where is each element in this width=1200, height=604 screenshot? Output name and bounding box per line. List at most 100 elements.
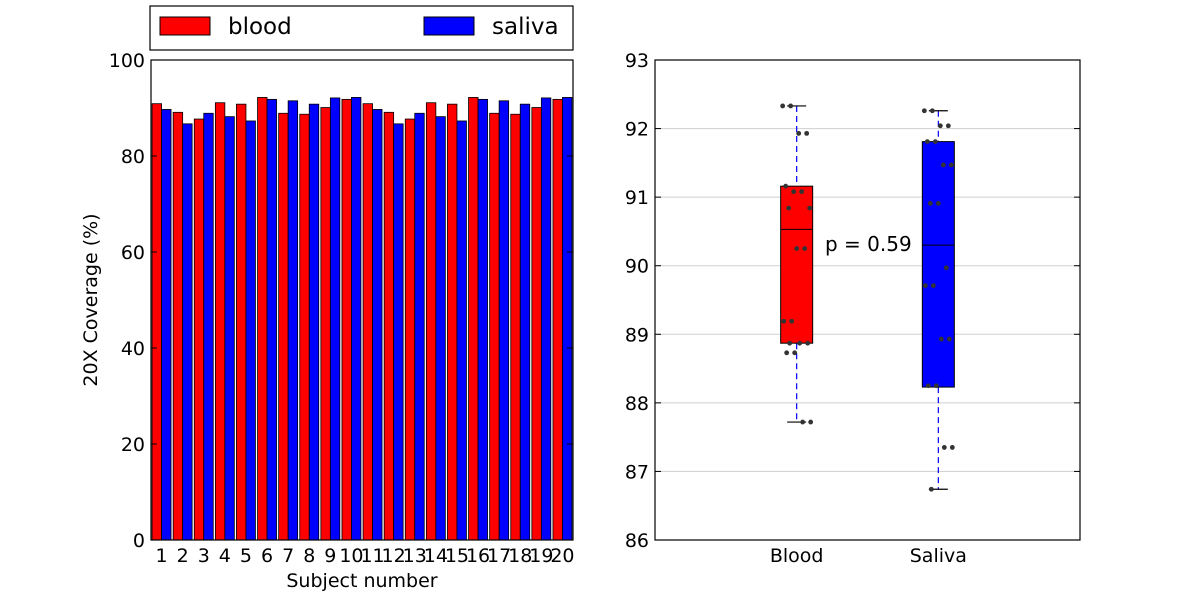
data-point-Blood: [786, 205, 792, 211]
bar-saliva-11: [372, 109, 383, 541]
y-tick-label: 20: [121, 434, 145, 456]
legend-swatch-saliva: [423, 16, 475, 36]
x-axis-label: Subject number: [286, 570, 437, 592]
data-point-Blood: [780, 103, 786, 109]
data-point-Blood: [805, 340, 811, 346]
data-point-Blood: [802, 246, 808, 251]
data-point-Saliva: [946, 336, 952, 342]
bar-blood-18: [510, 113, 521, 541]
bar-blood-14: [425, 102, 437, 541]
bar-saliva-12: [393, 123, 404, 541]
x-tick-label-Blood: Blood: [770, 545, 824, 567]
data-point-Saliva: [943, 265, 949, 271]
x-tick-label-Saliva: Saliva: [910, 545, 967, 567]
data-point-Saliva: [945, 123, 951, 129]
x-tick-label: 10: [339, 545, 363, 567]
data-point-Blood: [808, 419, 814, 425]
y-tick-label: 88: [625, 393, 649, 415]
x-tick-label: 2: [177, 545, 189, 567]
data-point-Saliva: [928, 486, 934, 492]
x-tick-label: 14: [424, 545, 448, 567]
legend-label-saliva: saliva: [492, 14, 559, 40]
y-tick-label: 40: [121, 338, 145, 360]
bar-saliva-15: [456, 120, 467, 541]
data-point-Blood: [783, 183, 789, 189]
data-point-Blood: [807, 205, 813, 211]
bar-blood-7: [278, 112, 289, 541]
x-tick-label: 4: [219, 545, 231, 567]
y-tick-label: 89: [625, 324, 649, 346]
data-point-Blood: [791, 189, 797, 195]
y-tick-label: 60: [121, 242, 145, 264]
data-point-Blood: [787, 340, 793, 346]
x-tick-label: 16: [466, 545, 490, 567]
bar-blood-9: [320, 107, 331, 541]
bar-blood-16: [468, 97, 479, 541]
y-tick-label: 100: [109, 50, 145, 72]
box-Blood: [780, 185, 814, 344]
y-axis-label: 20X Coverage (%): [80, 213, 102, 386]
y-tick-label: 93: [625, 50, 649, 72]
bar-saliva-14: [435, 116, 446, 541]
data-point-Saliva: [930, 283, 936, 288]
data-point-Saliva: [940, 162, 946, 168]
bar-blood-17: [489, 112, 500, 541]
bar-blood-5: [236, 103, 247, 541]
legend-swatch-blood: [159, 16, 211, 36]
bar-blood-15: [447, 103, 458, 541]
data-point-Blood: [799, 189, 805, 195]
x-tick-label: 11: [360, 545, 384, 567]
bar-blood-20: [552, 98, 563, 541]
bar-saliva-13: [414, 112, 425, 541]
bar-plot-frame: [150, 59, 574, 541]
y-tick-label: 87: [625, 461, 649, 483]
bar-blood-19: [531, 107, 542, 541]
data-point-Blood: [792, 350, 798, 356]
box-plot-frame: [654, 59, 1081, 541]
bar-saliva-18: [519, 103, 531, 541]
bar-saliva-5: [245, 120, 256, 541]
data-point-Blood: [804, 130, 810, 136]
data-point-Saliva: [925, 383, 931, 389]
bar-blood-10: [341, 98, 352, 541]
bar-chart: 1 2 3 4 5 6 7 8 9 1011121314151617181920020406080…: [80, 5, 575, 592]
bar-blood-8: [299, 113, 310, 541]
x-tick-label: 13: [403, 545, 427, 567]
bar-blood-12: [383, 111, 395, 541]
x-tick-label: 19: [529, 545, 553, 567]
bar-blood-1: [151, 103, 162, 541]
bar-saliva-20: [562, 97, 573, 541]
bar-saliva-17: [498, 100, 510, 541]
bar-saliva-8: [308, 103, 320, 541]
x-tick-label: 5: [240, 545, 252, 567]
legend-label-blood: blood: [228, 14, 292, 40]
bar-saliva-6: [266, 98, 277, 541]
legend: blood saliva: [149, 5, 574, 51]
x-tick-label: 1: [156, 545, 168, 567]
y-tick-label: 91: [625, 187, 649, 209]
data-point-Saliva: [937, 123, 943, 129]
data-point-Saliva: [935, 200, 941, 206]
box-Saliva: [921, 141, 955, 388]
data-point-Blood: [788, 103, 794, 109]
bar-blood-13: [404, 118, 416, 541]
data-point-Blood: [781, 318, 787, 324]
data-point-Saliva: [921, 108, 927, 114]
data-point-Blood: [796, 130, 802, 136]
x-tick-label: 15: [445, 545, 469, 567]
data-point-Saliva: [922, 283, 928, 288]
bar-saliva-7: [287, 100, 299, 541]
data-point-Saliva: [924, 139, 930, 145]
data-point-Blood: [797, 340, 803, 346]
x-tick-label: 6: [261, 545, 273, 567]
data-point-Blood: [784, 350, 790, 356]
bar-saliva-9: [329, 97, 341, 541]
bar-blood-2: [172, 111, 184, 541]
bar-saliva-16: [477, 98, 488, 541]
p-value-annotation: p = 0.59: [825, 232, 912, 256]
data-point-Blood: [794, 246, 800, 251]
data-point-Blood: [789, 318, 795, 324]
x-tick-label: 18: [508, 545, 532, 567]
